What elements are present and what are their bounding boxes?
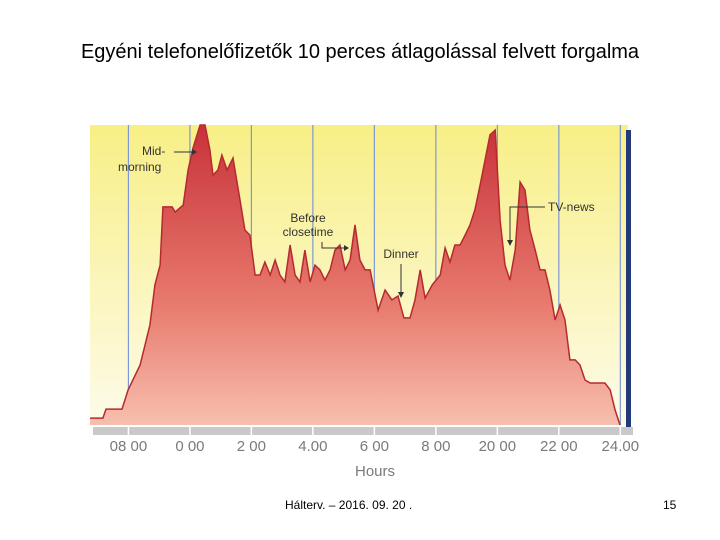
x-axis-title: Hours [355,463,395,480]
annotation: Before [290,211,326,225]
x-axis-bar [93,427,633,435]
annotation: morning [118,160,161,174]
annotation: Mid- [142,144,165,158]
x-tick-label: 20 00 [479,438,517,455]
x-tick-label: 0 00 [175,438,204,455]
annotation: TV-news [548,200,595,214]
annotation: closetime [283,225,334,239]
x-tick-label: 4.00 [298,438,327,455]
annotation-arrow [321,242,344,249]
annotation-arrow [192,149,197,155]
annotations: Mid- morning Before closetime Dinner TV-… [118,144,595,298]
x-tick-label: 24.00 [602,438,640,455]
x-tick-label: 8 00 [421,438,450,455]
annotation-arrow [344,245,349,251]
frame-shadow [626,130,631,428]
annotation-arrow [509,206,545,240]
x-tick-label: 08 00 [110,438,148,455]
annotation-arrow [398,292,404,298]
footer-text: Hálterv. – 2016. 09. 20 . [285,498,412,512]
annotation-arrow [507,240,513,246]
x-tick-label: 6 00 [360,438,389,455]
page-number: 15 [663,498,677,512]
slide-title: Egyéni telefonelőfizetők 10 perces átlag… [80,41,640,63]
x-tick-label: 2 00 [237,438,266,455]
annotation: Dinner [383,247,418,261]
area-fill [90,125,620,425]
x-tick-label: 22 00 [540,438,578,455]
area-line [90,124,621,426]
